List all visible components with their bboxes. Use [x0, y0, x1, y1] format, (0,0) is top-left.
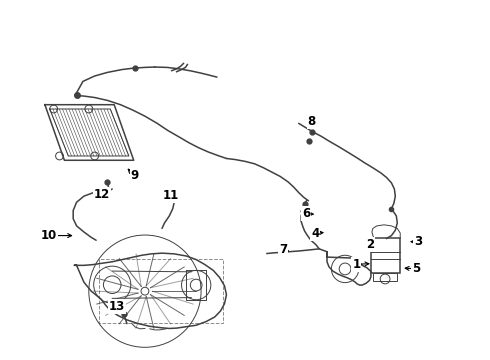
Text: 8: 8: [308, 115, 316, 128]
Text: 2: 2: [367, 238, 374, 251]
Text: 1: 1: [352, 258, 360, 271]
Text: 5: 5: [412, 262, 420, 275]
Bar: [371, 238, 400, 273]
Text: 13: 13: [108, 300, 125, 313]
Text: 10: 10: [41, 229, 57, 242]
Text: 9: 9: [130, 169, 139, 182]
Bar: [373, 273, 397, 282]
Text: 7: 7: [279, 243, 287, 256]
Text: 6: 6: [302, 207, 310, 220]
Text: 12: 12: [94, 188, 110, 201]
Text: 11: 11: [163, 189, 179, 202]
Text: 4: 4: [311, 226, 319, 239]
Text: 3: 3: [414, 235, 422, 248]
